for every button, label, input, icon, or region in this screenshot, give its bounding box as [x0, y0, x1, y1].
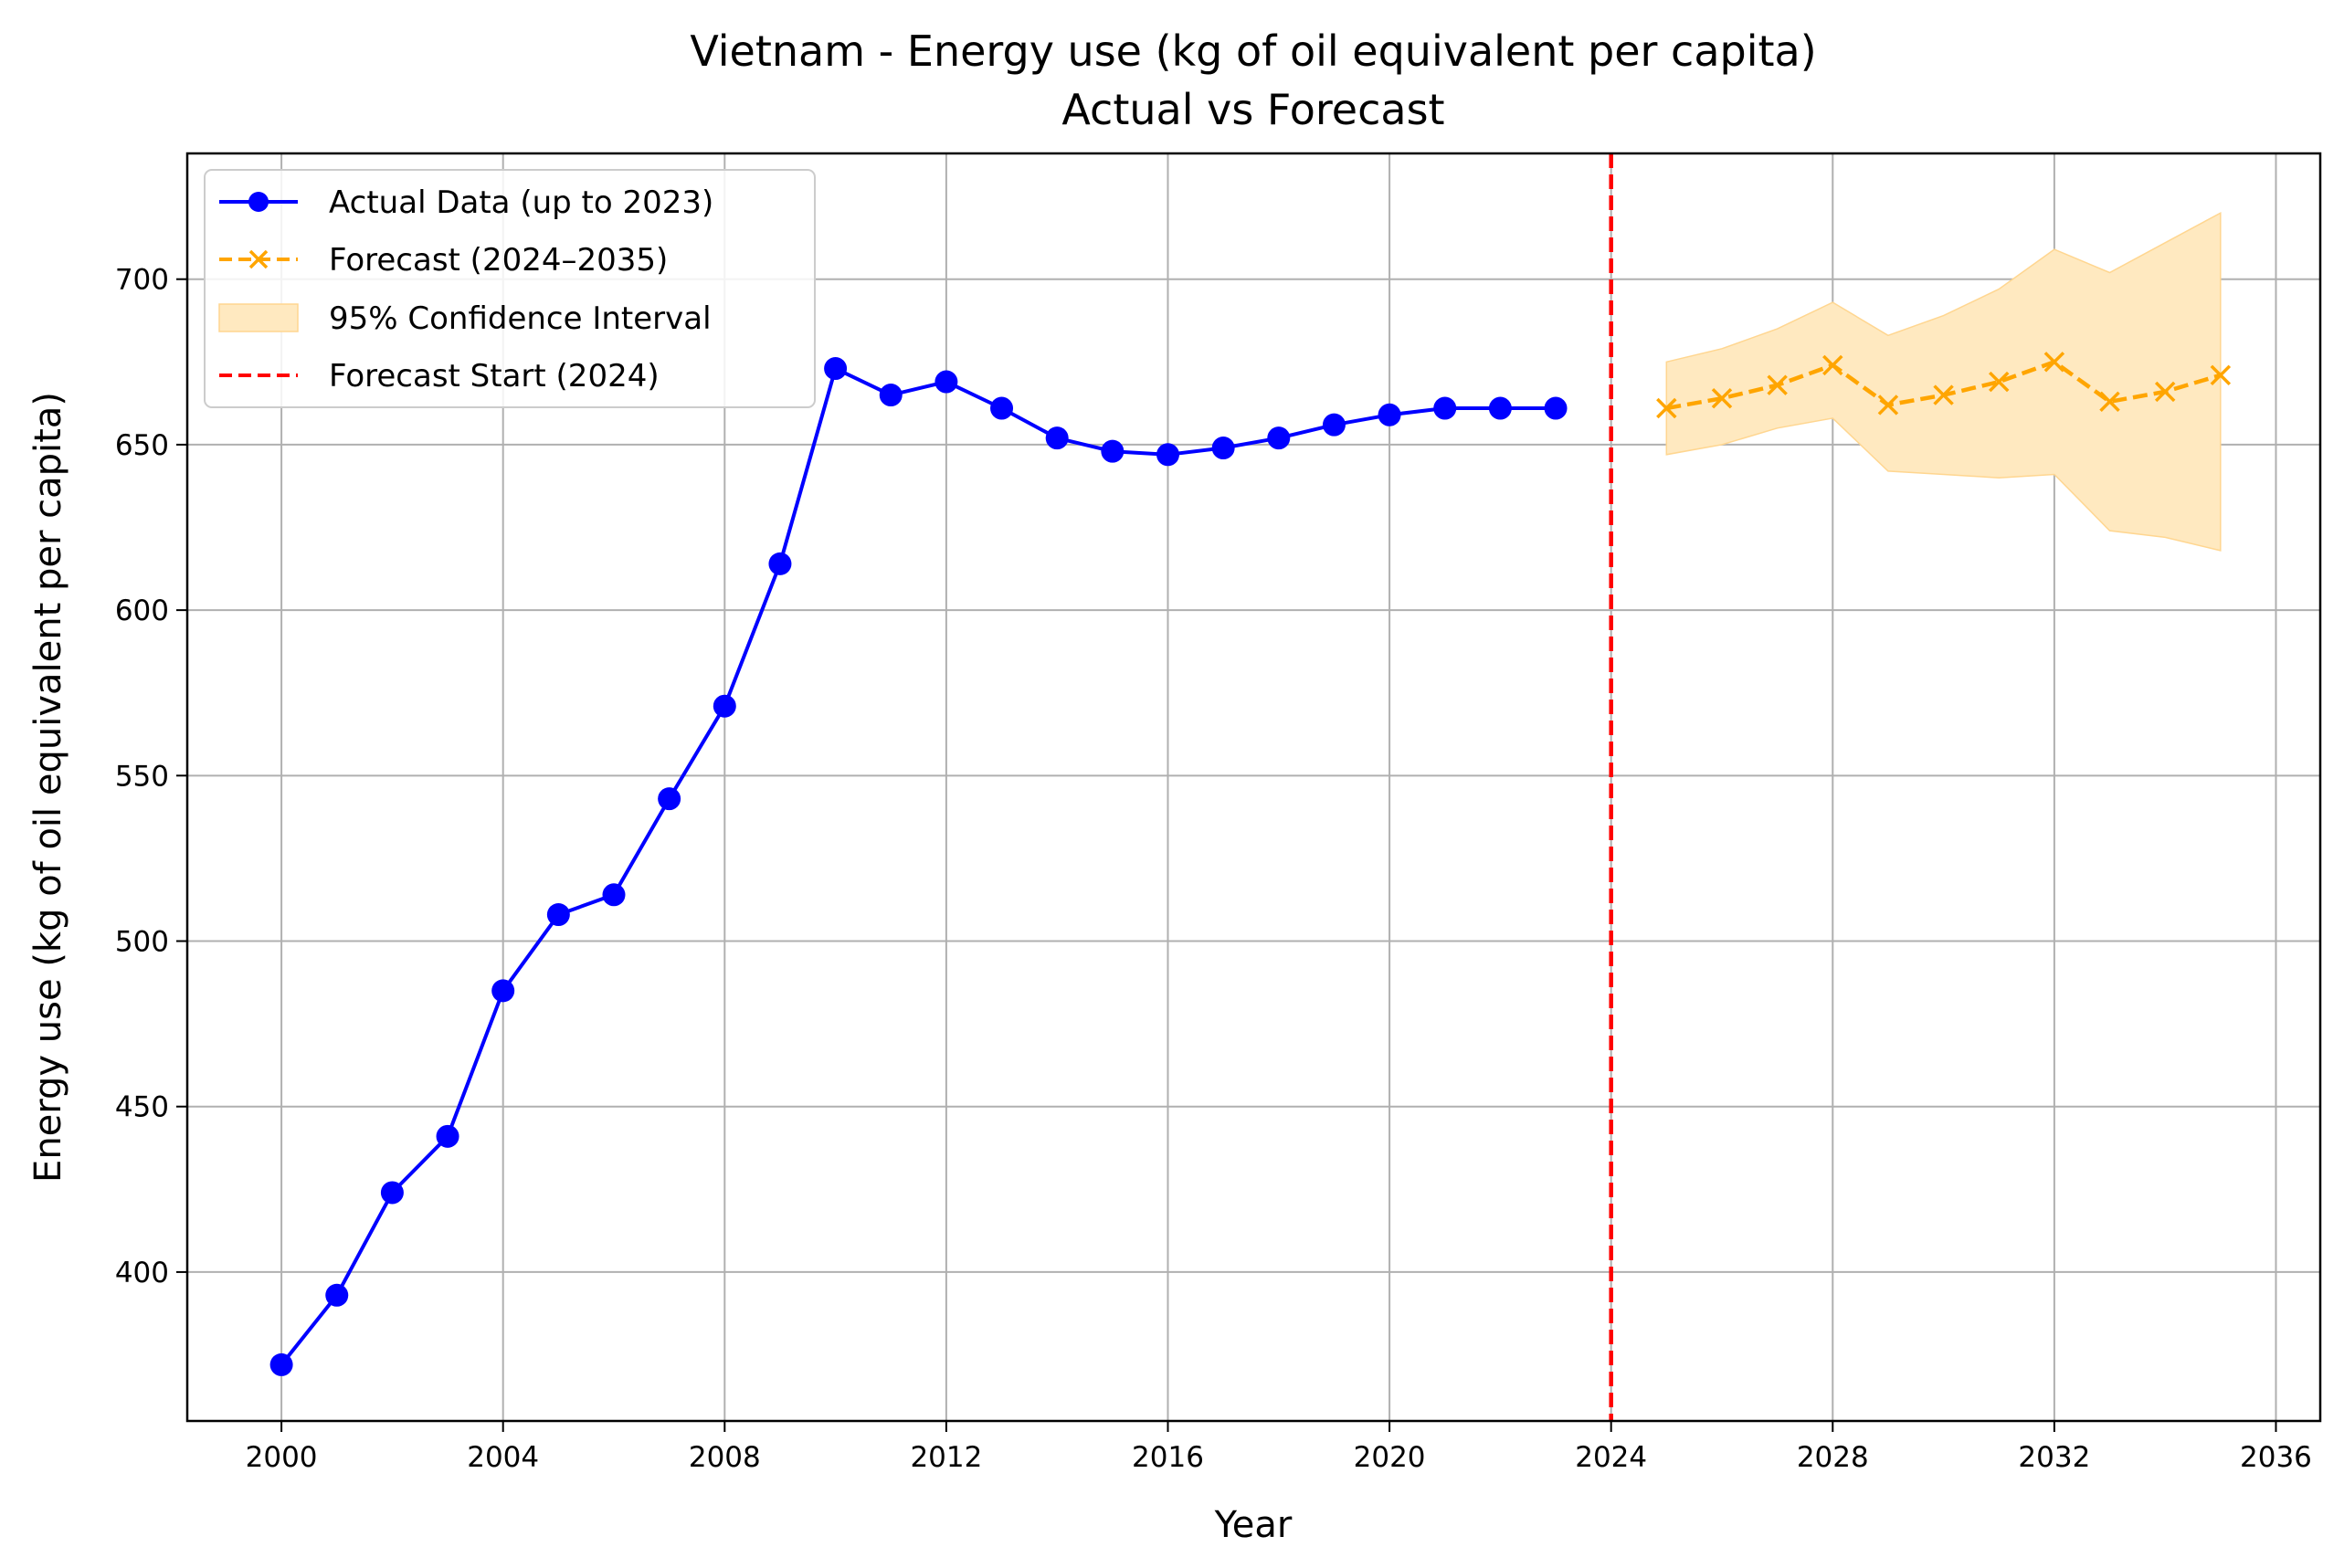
actual-data-point	[1378, 403, 1401, 426]
legend: Actual Data (up to 2023) Forecast (2024–…	[204, 169, 816, 408]
y-axis-label: Energy use (kg of oil equivalent per cap…	[27, 392, 69, 1183]
x-tick-label: 2000	[246, 1441, 318, 1474]
x-tick-label: 2012	[910, 1441, 982, 1474]
y-tick-label: 700	[115, 264, 169, 297]
actual-data-point	[491, 979, 515, 1003]
legend-forecast-start-label: Forecast Start (2024)	[329, 358, 660, 395]
y-tick-label: 650	[115, 429, 169, 462]
actual-data-point	[325, 1283, 349, 1307]
y-axis-ticks: 400 450 500 550 600 650 700	[115, 264, 187, 1289]
chart-subtitle: Actual vs Forecast	[1061, 85, 1444, 134]
forecast-data-point	[2154, 381, 2176, 403]
actual-data-point	[768, 552, 792, 575]
forecast-data-point	[1711, 387, 1733, 409]
actual-data-point	[1544, 396, 1568, 420]
x-axis-ticks: 2000 2004 2008 2012 2016 2020 2024 2028 2032 2036	[246, 1421, 2312, 1474]
x-tick-label: 2036	[2240, 1441, 2312, 1474]
x-tick-label: 2028	[1797, 1441, 1869, 1474]
actual-data-point	[1211, 437, 1235, 460]
actual-data-point	[713, 694, 736, 718]
legend-forecast-marker	[248, 249, 269, 269]
legend-forecast-label: Forecast (2024–2035)	[329, 242, 668, 279]
y-tick-label: 550	[115, 760, 169, 793]
x-tick-label: 2020	[1354, 1441, 1426, 1474]
legend-entry-forecast: Forecast (2024–2035)	[219, 242, 668, 279]
actual-data-point	[546, 903, 570, 927]
actual-data-point	[658, 787, 681, 811]
legend-box	[204, 169, 816, 408]
x-tick-label: 2016	[1132, 1441, 1204, 1474]
x-axis-label: Year	[1214, 1504, 1293, 1546]
series-markers-layer	[269, 352, 2232, 1376]
legend-entry-confidence: 95% Confidence Interval	[218, 300, 712, 337]
actual-data-point	[269, 1352, 293, 1376]
forecast-data-point	[2043, 352, 2065, 373]
forecast-data-point	[1656, 397, 1677, 419]
y-tick-label: 500	[115, 926, 169, 959]
actual-data-point	[1045, 426, 1069, 450]
actual-data-point	[1101, 439, 1124, 463]
legend-actual-marker	[248, 192, 269, 212]
chart-title: Vietnam - Energy use (kg of oil equivale…	[690, 26, 1816, 76]
y-tick-label: 450	[115, 1091, 169, 1124]
legend-entry-actual: Actual Data (up to 2023)	[219, 184, 713, 221]
y-tick-label: 600	[115, 595, 169, 627]
forecast-data-point	[1988, 371, 2010, 393]
legend-entry-forecast-start: Forecast Start (2024)	[219, 358, 660, 395]
legend-confidence-swatch	[218, 303, 299, 332]
actual-data-point	[1433, 396, 1457, 420]
forecast-data-point	[2099, 391, 2120, 413]
actual-data-point	[380, 1181, 404, 1205]
x-tick-label: 2024	[1575, 1441, 1647, 1474]
actual-data-point	[436, 1124, 459, 1148]
actual-data-point	[1488, 396, 1512, 420]
y-tick-label: 400	[115, 1257, 169, 1289]
forecast-data-point	[1822, 354, 1843, 376]
x-tick-label: 2008	[689, 1441, 761, 1474]
x-tick-label: 2004	[467, 1441, 539, 1474]
actual-data-point	[602, 883, 626, 907]
actual-data-point	[934, 370, 958, 394]
legend-actual-label: Actual Data (up to 2023)	[329, 184, 713, 221]
x-tick-label: 2032	[2018, 1441, 2090, 1474]
forecast-data-point	[1767, 374, 1788, 395]
actual-data-point	[879, 384, 903, 407]
forecast-data-point	[1877, 395, 1899, 416]
legend-confidence-label: 95% Confidence Interval	[329, 300, 712, 337]
actual-data-point	[1322, 413, 1346, 437]
actual-data-point	[1156, 443, 1179, 467]
forecast-data-point	[1933, 384, 1954, 405]
actual-data-point	[1267, 426, 1291, 450]
forecast-data-point	[2210, 364, 2232, 386]
actual-data-point	[990, 396, 1014, 420]
plot-frame	[185, 152, 2322, 1423]
actual-data-point	[824, 357, 848, 381]
confidence-band-layer	[1665, 211, 2222, 552]
confidence-band	[1665, 211, 2222, 552]
